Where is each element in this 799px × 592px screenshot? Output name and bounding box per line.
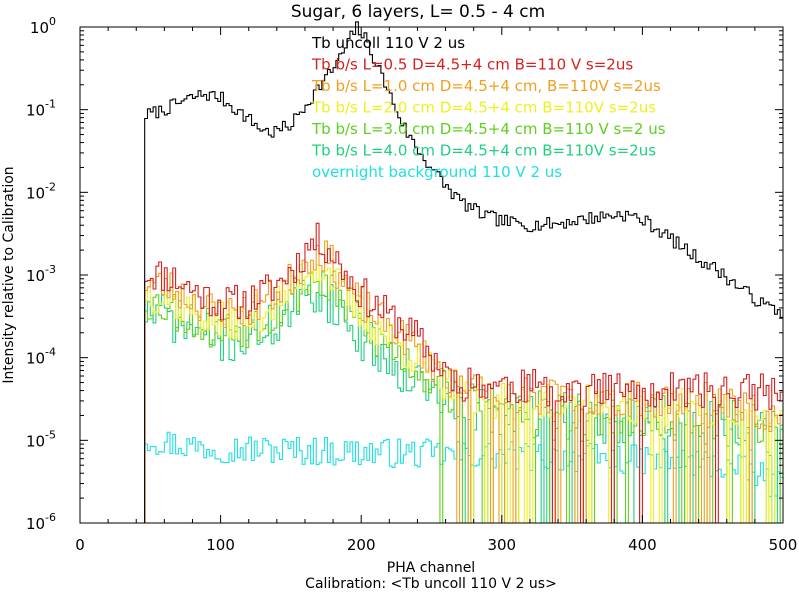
legend: Tb uncoll 110 V 2 us Tb b/s L=0.5 D=4.5+4…	[311, 34, 666, 181]
y-tick-label: 10-5	[26, 428, 56, 450]
y-tick-label: 10-2	[26, 180, 56, 202]
legend-entry: Tb b/s L=2.0 cm D=4.5+4 cm B=110V s=2us	[311, 99, 656, 117]
y-tick-label: 100	[30, 15, 56, 37]
chart-title: Sugar, 6 layers, L= 0.5 - 4 cm	[291, 2, 545, 22]
legend-entry: Tb b/s L=0.5 D=4.5+4 cm B=110 V s=2us	[311, 56, 633, 74]
x-tick-label: 500	[769, 536, 798, 554]
legend-entry: Tb b/s L=4.0 cm D=4.5+4 cm B=110V s=2us	[311, 142, 656, 160]
x-axis-label: PHA channel	[387, 560, 475, 576]
y-tick-label: 10-3	[26, 263, 56, 285]
calibration-footer: Calibration: <Tb uncoll 110 V 2 us>	[305, 576, 557, 592]
x-tick-label: 200	[347, 536, 376, 554]
legend-entry: overnight background 110 V 2 us	[312, 163, 562, 181]
y-axis-label: Intensity relative to Calibration	[1, 166, 17, 383]
y-tick-label: 10-1	[26, 98, 56, 120]
x-tick-label: 300	[487, 536, 516, 554]
legend-entry: Tb uncoll 110 V 2 us	[311, 34, 465, 52]
y-tick-label: 10-6	[26, 511, 56, 533]
series-line-1	[80, 222, 783, 524]
x-tick-label: 100	[206, 536, 235, 554]
legend-entry: Tb b/s L=1.0 cm D=4.5+4 cm, B=110V s=2us	[311, 77, 661, 95]
axes: 0 100 200 300 400 500 100 10-1 10-2 10-3 10-4 10-5 1…	[26, 15, 797, 554]
legend-entry: Tb b/s L=3.0 cm D=4.5+4 cm B=110 V s=2 u…	[311, 120, 666, 138]
series-line-4	[80, 270, 783, 524]
x-tick-label: 400	[628, 536, 657, 554]
y-tick-label: 10-4	[26, 346, 56, 368]
series-line-0	[80, 21, 783, 524]
data-layer	[80, 21, 783, 524]
x-tick-label: 0	[75, 536, 85, 554]
